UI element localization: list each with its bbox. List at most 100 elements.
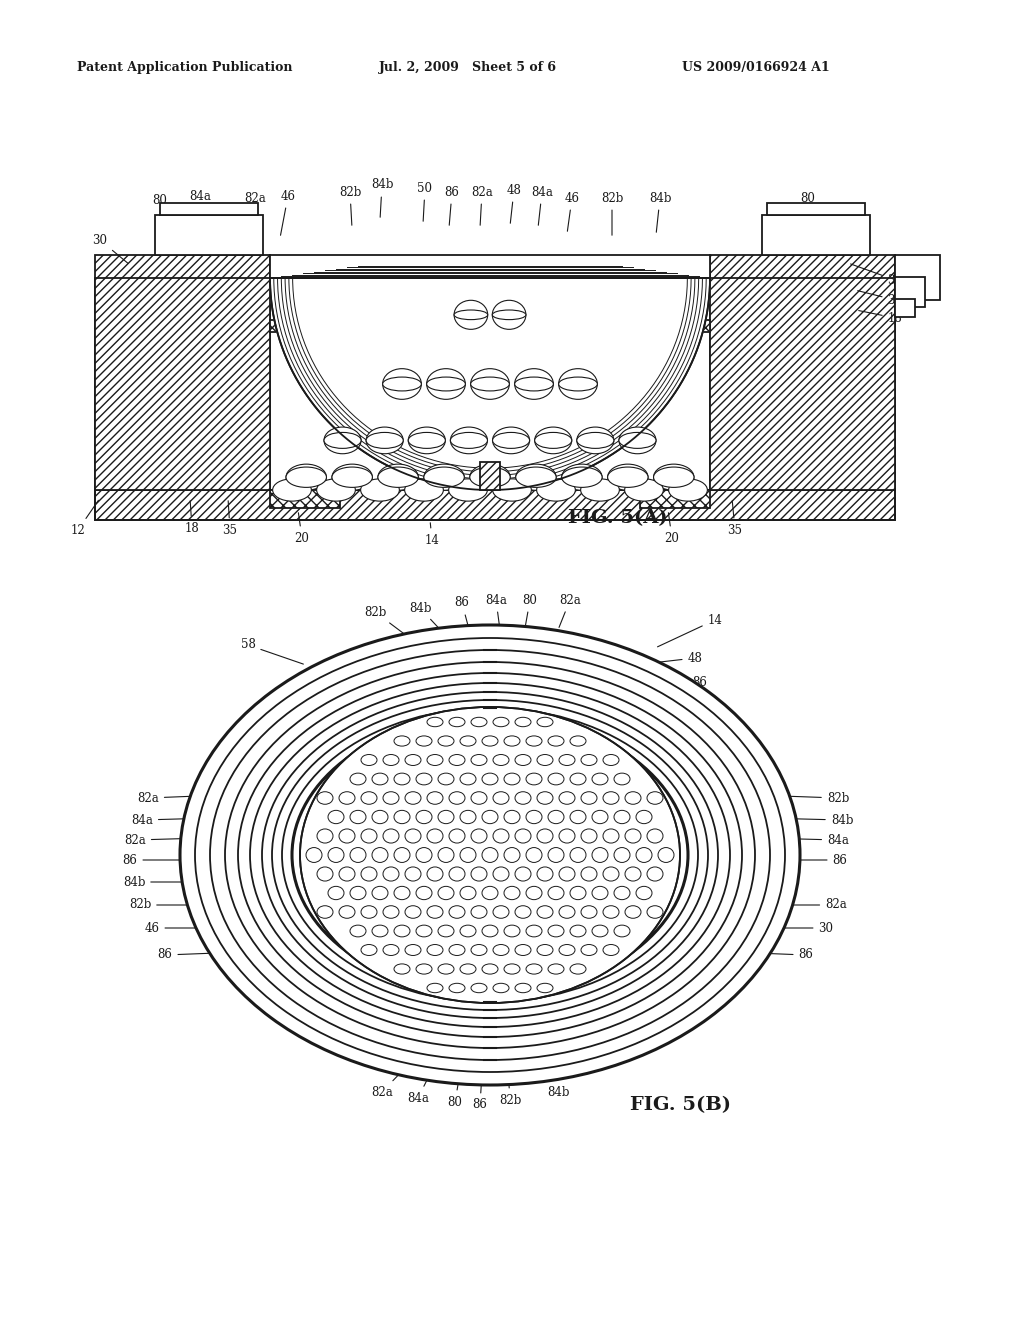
Ellipse shape [647, 906, 663, 919]
Text: 86: 86 [733, 949, 813, 961]
Ellipse shape [526, 774, 542, 785]
Ellipse shape [570, 847, 586, 862]
Ellipse shape [328, 886, 344, 900]
Polygon shape [95, 279, 270, 490]
Bar [680, 319, 710, 333]
Ellipse shape [471, 792, 487, 804]
Text: 82b: 82b [129, 899, 207, 912]
Text: 84b: 84b [649, 191, 672, 232]
Ellipse shape [548, 810, 564, 824]
Bar [680, 319, 710, 333]
Ellipse shape [516, 465, 556, 490]
Ellipse shape [451, 428, 487, 454]
Ellipse shape [526, 847, 542, 862]
Ellipse shape [427, 717, 443, 727]
Ellipse shape [493, 867, 509, 880]
Ellipse shape [449, 906, 465, 919]
Bar [762, 215, 870, 255]
Ellipse shape [350, 847, 366, 862]
Ellipse shape [361, 945, 377, 956]
Ellipse shape [460, 925, 476, 937]
Ellipse shape [625, 479, 664, 502]
Ellipse shape [581, 829, 597, 843]
Ellipse shape [537, 983, 553, 993]
Ellipse shape [625, 867, 641, 880]
Ellipse shape [515, 906, 531, 919]
Text: 82a: 82a [559, 594, 581, 627]
Text: 84b: 84b [546, 1068, 569, 1098]
Ellipse shape [394, 774, 410, 785]
Ellipse shape [406, 906, 421, 919]
Text: 82b: 82b [499, 1073, 521, 1106]
Text: 82b: 82b [601, 191, 624, 235]
Ellipse shape [350, 774, 366, 785]
Ellipse shape [581, 945, 597, 956]
Ellipse shape [383, 945, 399, 956]
Ellipse shape [515, 378, 553, 391]
Text: 48: 48 [507, 183, 521, 223]
Ellipse shape [427, 867, 443, 880]
Ellipse shape [438, 964, 454, 974]
Ellipse shape [317, 906, 333, 919]
Text: 18: 18 [859, 310, 902, 325]
Ellipse shape [286, 467, 327, 487]
Ellipse shape [526, 925, 542, 937]
Ellipse shape [406, 755, 421, 766]
Ellipse shape [372, 886, 388, 900]
Ellipse shape [482, 847, 498, 862]
Ellipse shape [603, 867, 618, 880]
Ellipse shape [471, 829, 487, 843]
Ellipse shape [658, 847, 674, 862]
Ellipse shape [409, 428, 445, 454]
Text: Patent Application Publication: Patent Application Publication [77, 61, 293, 74]
Ellipse shape [451, 433, 487, 449]
Bar [270, 490, 340, 508]
Text: 30: 30 [851, 264, 902, 286]
Ellipse shape [372, 847, 388, 862]
Text: 30: 30 [92, 234, 128, 263]
Ellipse shape [272, 700, 708, 1010]
Ellipse shape [493, 792, 509, 804]
Text: 84a: 84a [485, 594, 507, 627]
Bar [155, 215, 263, 255]
Ellipse shape [515, 755, 531, 766]
Ellipse shape [438, 774, 454, 785]
Text: FIG. 5(B): FIG. 5(B) [630, 1096, 731, 1114]
Ellipse shape [350, 810, 366, 824]
Ellipse shape [394, 810, 410, 824]
Ellipse shape [339, 829, 355, 843]
Text: 46: 46 [281, 190, 296, 235]
Ellipse shape [383, 867, 399, 880]
Text: 34: 34 [858, 290, 902, 306]
Ellipse shape [581, 479, 620, 502]
Ellipse shape [535, 428, 571, 454]
Ellipse shape [339, 906, 355, 919]
Text: 84a: 84a [765, 833, 849, 846]
Ellipse shape [592, 774, 608, 785]
Bar [270, 255, 710, 279]
Ellipse shape [427, 906, 443, 919]
Ellipse shape [332, 465, 373, 490]
Ellipse shape [504, 847, 520, 862]
Ellipse shape [317, 829, 333, 843]
Ellipse shape [603, 945, 618, 956]
Ellipse shape [282, 708, 698, 1002]
Ellipse shape [592, 925, 608, 937]
Ellipse shape [570, 925, 586, 937]
Ellipse shape [292, 715, 688, 995]
Ellipse shape [180, 624, 800, 1085]
Ellipse shape [577, 433, 613, 449]
Ellipse shape [438, 810, 454, 824]
Ellipse shape [367, 433, 403, 449]
Ellipse shape [515, 368, 553, 400]
Text: 82b: 82b [756, 792, 849, 804]
Ellipse shape [416, 886, 432, 900]
Ellipse shape [332, 467, 373, 487]
Ellipse shape [394, 737, 410, 746]
Ellipse shape [471, 378, 509, 391]
Ellipse shape [406, 945, 421, 956]
Ellipse shape [416, 925, 432, 937]
Text: 84a: 84a [408, 1072, 431, 1105]
Ellipse shape [504, 886, 520, 900]
Ellipse shape [603, 906, 618, 919]
